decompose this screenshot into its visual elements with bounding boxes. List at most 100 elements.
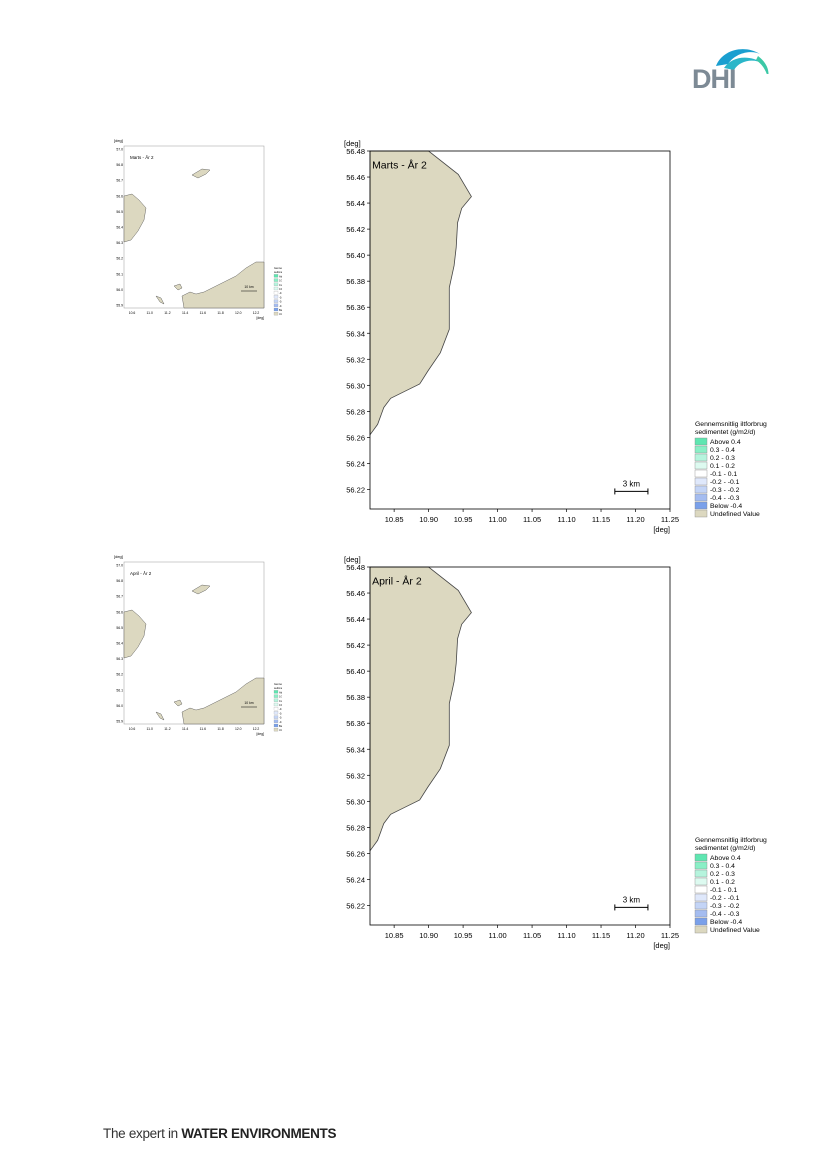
overview-legend-swatch (273, 307, 279, 312)
scale-bar-label: 3 km (623, 479, 641, 488)
legend-label: 0.3 - 0.4 (710, 447, 735, 454)
map-frame (369, 566, 671, 926)
overview-x-tick-label: 12.0 (235, 311, 242, 315)
y-tick-label: 56.36 (346, 303, 365, 312)
legend-title: Gennemsnitlig iltforbrug (695, 837, 767, 844)
overview-y-tick-label: 56.0 (116, 704, 123, 708)
y-tick-label: 56.26 (346, 433, 365, 442)
legend-label: Above 0.4 (710, 855, 741, 862)
legend-title: sedimentet (g/m2/d) (695, 429, 755, 436)
legend-swatch (694, 469, 708, 478)
overview-y-tick-label: 56.2 (116, 673, 123, 677)
y-tick-label: 56.46 (346, 589, 365, 598)
legend-swatch (694, 877, 708, 886)
overview-map-1: [deg] Marts - År 2 57.0 56.8 56.7 56.6 56.5 56.… (114, 138, 282, 320)
overview-legend-swatch (273, 698, 279, 702)
overview-x-axis-label: [deg] (256, 316, 264, 320)
legend-swatch (694, 853, 708, 862)
overview-legend-swatch (273, 303, 279, 307)
overview-legend-swatch (273, 719, 279, 723)
logo-text: DHI (692, 64, 736, 94)
overview-legend-swatch (273, 282, 279, 286)
legend-label: Below -0.4 (710, 919, 742, 926)
overview-legend-swatch (273, 715, 279, 719)
overview-islet (155, 711, 165, 721)
legend-swatch (694, 477, 708, 486)
overview-islet (173, 699, 183, 707)
overview-legend-label: 0.1 - 0.2 (279, 703, 282, 707)
tagline-bold: WATER ENVIRONMENTS (181, 1126, 337, 1141)
overview-y-tick-label: 55.9 (116, 720, 123, 724)
tagline-prefix: The expert in (103, 1126, 182, 1141)
y-tick-label: 56.44 (346, 615, 365, 624)
overview-x-tick-label: 10.6 (129, 727, 136, 731)
overview-legend-label: 0.1 - 0.2 (279, 287, 282, 291)
overview-y-tick-label: 56.1 (116, 688, 123, 692)
x-axis-label: [deg] (653, 525, 670, 534)
y-tick-label: 56.44 (346, 199, 365, 208)
x-tick-label: 11.05 (523, 931, 541, 940)
legend-swatch (694, 453, 708, 462)
y-tick-label: 56.40 (346, 251, 365, 260)
x-tick-label: 11.25 (661, 515, 679, 524)
legend-swatch (694, 861, 708, 870)
overview-x-tick-label: 11.8 (217, 727, 223, 731)
y-axis-label: [deg] (344, 555, 361, 564)
overview-legend-label: Undefined Value (279, 728, 282, 732)
y-tick-label: 56.36 (346, 719, 365, 728)
map-frame (369, 150, 671, 510)
legend-label: -0.3 - -0.2 (710, 903, 740, 910)
overview-legend-swatch (273, 286, 279, 291)
overview-legend-swatch (273, 274, 279, 278)
y-tick-label: 56.38 (346, 277, 365, 286)
legend-swatch (694, 437, 708, 446)
x-tick-label: 11.00 (488, 931, 506, 940)
overview-x-tick-label: 12.2 (253, 727, 260, 731)
overview-legend-label: sedimentet (g/m2/d) (274, 686, 282, 690)
overview-x-tick-label: 11.2 (164, 311, 170, 315)
overview-legend-swatch (273, 690, 279, 694)
legend-label: -0.1 - 0.1 (710, 887, 737, 894)
overview-y-tick-label: 56.6 (116, 610, 123, 614)
y-tick-label: 56.40 (346, 667, 365, 676)
overview-land-south (181, 261, 265, 309)
y-axis-label: [deg] (344, 139, 361, 148)
overview-legend-label: -0.4 - -0.3 (279, 304, 282, 308)
overview-legend-label: -0.2 - -0.1 (279, 295, 282, 299)
legend-title: Gennemsnitlig iltforbrug (695, 421, 767, 428)
overview-legend-swatch (273, 711, 279, 715)
overview-x-tick-label: 11.4 (182, 727, 188, 731)
overview-x-axis-label: [deg] (256, 732, 264, 736)
overview-y-tick-label: 56.7 (116, 595, 123, 599)
legend-label: -0.3 - -0.2 (710, 487, 740, 494)
overview-y-axis-label: [deg] (114, 138, 123, 143)
overview-legend-label: 0.2 - 0.3 (279, 283, 282, 287)
legend-swatch (694, 501, 708, 510)
overview-land-west (123, 609, 147, 659)
x-axis-label: [deg] (653, 941, 670, 950)
overview-islet (155, 295, 165, 305)
y-tick-label: 56.42 (346, 641, 365, 650)
overview-land-south (181, 677, 265, 725)
wave-icon (716, 49, 769, 74)
x-tick-label: 11.00 (488, 515, 506, 524)
overview-y-tick-label: 56.5 (116, 210, 123, 214)
overview-legend-swatch (273, 728, 279, 732)
overview-legend-label: -0.3 - -0.2 (279, 300, 282, 304)
overview-legend-swatch (273, 295, 279, 299)
overview-legend-label: -0.1 - 0.1 (279, 291, 282, 295)
overview-legend-label: Above 0.4 (279, 274, 282, 278)
overview-island (191, 168, 211, 179)
x-tick-label: 11.20 (626, 515, 644, 524)
land-area (369, 566, 472, 853)
overview-legend-label: sedimentet (g/m2/d) (274, 270, 282, 274)
legend-label: 0.2 - 0.3 (710, 455, 735, 462)
overview-x-tick-label: 11.4 (182, 311, 188, 315)
legend-swatch (694, 461, 708, 470)
overview-legend-label: Undefined Value (279, 312, 282, 316)
y-tick-label: 56.26 (346, 849, 365, 858)
y-tick-label: 56.32 (346, 355, 365, 364)
x-tick-label: 10.90 (419, 931, 438, 940)
overview-legend-label: -0.4 - -0.3 (279, 720, 282, 724)
overview-legend-label: Below -0.4 (279, 308, 282, 312)
